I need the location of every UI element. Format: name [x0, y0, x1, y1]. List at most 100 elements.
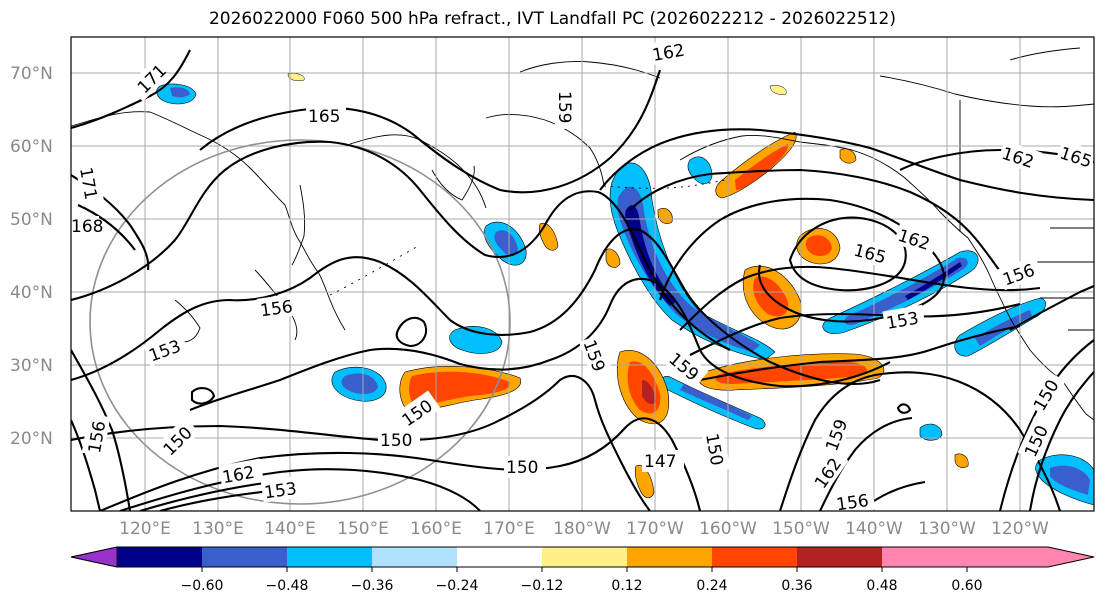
contour-label: 168: [71, 217, 103, 237]
lon-label: 160°E: [410, 519, 462, 539]
contour-line: [71, 140, 731, 351]
map-panel: 171 165 162 159 162 165 171 168 156 153: [70, 36, 1095, 515]
coastline: [603, 179, 726, 189]
colorbar-tick-label: 0.36: [781, 578, 812, 594]
colorbar-tick-label: −0.48: [266, 578, 309, 594]
contour-label: 153: [263, 479, 298, 503]
lon-label: 170°W: [626, 519, 684, 539]
map-frame: [70, 36, 1095, 512]
contour-label: 159: [554, 91, 574, 123]
shaded-region: [494, 230, 518, 256]
shaded-region: [170, 87, 190, 98]
colorbar-tick-label: 0.48: [866, 578, 897, 594]
shaded-region: [715, 362, 867, 384]
lon-label: 120°W: [991, 519, 1049, 539]
contour-label: 156: [259, 297, 294, 321]
contour-line: [788, 216, 907, 292]
contour-line: [819, 416, 913, 511]
latitude-labels: 70°N 60°N 50°N 40°N 30°N 20°N: [10, 64, 53, 449]
colorbar-tick-label: 0.12: [611, 578, 642, 594]
coastline: [851, 149, 969, 239]
lat-label: 50°N: [10, 210, 53, 230]
shaded-region: [341, 373, 378, 395]
colorbar-segment: [457, 547, 542, 567]
contour-line: [629, 168, 1011, 286]
shaded-region: [609, 162, 776, 361]
contour-line: [77, 204, 136, 251]
shaded-region: [1050, 465, 1090, 495]
contour-line: [896, 403, 912, 414]
shaded-region: [905, 262, 962, 300]
coastline: [71, 111, 319, 273]
colorbar-tick-label: 0.60: [951, 578, 982, 594]
coastline: [349, 134, 487, 209]
contour-line: [71, 419, 102, 511]
contour-line: [190, 387, 216, 405]
coastline: [967, 237, 1063, 381]
contour-line: [71, 49, 191, 130]
contour-line: [1028, 371, 1094, 511]
lon-label: 180°W: [553, 519, 611, 539]
colorbar-min-extension: [70, 546, 118, 568]
colorbar-tick-label: −0.60: [181, 578, 224, 594]
lon-label: 140°W: [845, 519, 903, 539]
contour-line: [119, 468, 481, 511]
shaded-region: [844, 257, 968, 326]
shaded-region: [409, 371, 511, 405]
shaded-region: [735, 144, 789, 190]
lon-label: 150°W: [772, 519, 830, 539]
lon-label: 120°E: [119, 519, 171, 539]
lat-label: 20°N: [10, 429, 53, 449]
longitude-labels: 120°E 130°E 140°E 150°E 160°E 170°E 180°…: [119, 519, 1049, 539]
contour-line: [71, 349, 132, 511]
contour-line: [679, 265, 1041, 331]
contour-label: 156: [835, 491, 870, 515]
shaded-region: [657, 208, 673, 224]
shaded-region: [919, 423, 943, 441]
colorbar-max-extension: [882, 547, 1094, 567]
contour-line: [599, 128, 1094, 202]
colorbar-outline: [70, 546, 1095, 568]
lon-label: 130°W: [918, 519, 976, 539]
coastline: [1009, 47, 1081, 61]
lon-label: 140°E: [264, 519, 316, 539]
shaded-region: [954, 453, 969, 468]
coastline: [291, 184, 306, 266]
lon-label: 160°W: [699, 519, 757, 539]
colorbar-segment: [627, 547, 712, 567]
contour-label: 165: [308, 107, 340, 127]
lon-label: 170°E: [483, 519, 535, 539]
contour-label: 147: [644, 452, 676, 472]
colorbar-segment: [797, 547, 882, 567]
reference-circle: [89, 139, 511, 505]
colorbar-segment: [542, 547, 627, 567]
lon-label: 130°E: [192, 519, 244, 539]
colorbar-segment: [712, 547, 797, 567]
colorbar-tick-label: 0.24: [696, 578, 727, 594]
lat-label: 60°N: [10, 137, 53, 157]
shaded-region: [642, 380, 656, 404]
map-title: 2026022000 F060 500 hPa refract., IVT La…: [208, 9, 896, 29]
contour-line: [395, 316, 428, 348]
colorbar-tick-label: −0.12: [521, 578, 564, 594]
coastline: [317, 271, 346, 331]
colorbar-segment: [372, 547, 457, 567]
colorbar-segment: [117, 547, 202, 567]
contour-line: [699, 324, 1021, 382]
colorbar-tick-label: −0.36: [351, 578, 394, 594]
coastline: [431, 165, 475, 201]
contour-line: [199, 69, 661, 194]
contour-line: [1009, 285, 1094, 331]
colorbar-tick-label: −0.24: [436, 578, 479, 594]
contour-line: [71, 375, 651, 511]
lat-label: 70°N: [10, 64, 53, 84]
contour-line: [689, 302, 1021, 356]
lat-label: 40°N: [10, 283, 53, 303]
coastline: [1061, 379, 1094, 421]
contour-label: 150: [380, 431, 412, 451]
lat-label: 30°N: [10, 356, 53, 376]
contour-label: 150: [506, 458, 538, 478]
colorbar: −0.60 −0.48 −0.36 −0.24 −0.12 0.12 0.24 …: [70, 546, 1095, 594]
colorbar-segment: [287, 547, 372, 567]
